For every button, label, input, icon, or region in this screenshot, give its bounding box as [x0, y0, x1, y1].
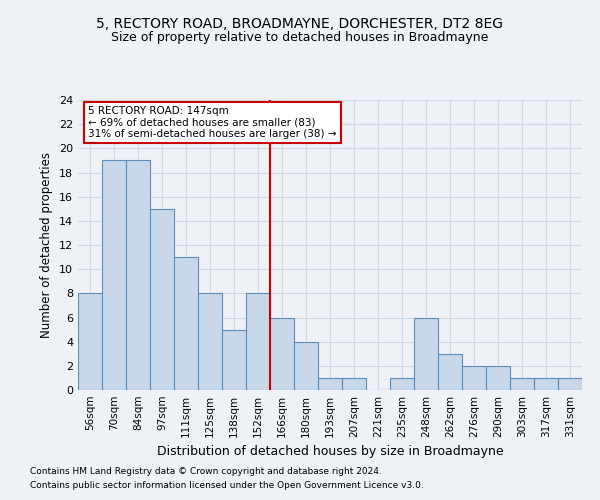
Bar [318, 378, 342, 390]
Text: 5, RECTORY ROAD, BROADMAYNE, DORCHESTER, DT2 8EG: 5, RECTORY ROAD, BROADMAYNE, DORCHESTER,… [97, 18, 503, 32]
X-axis label: Distribution of detached houses by size in Broadmayne: Distribution of detached houses by size … [157, 446, 503, 458]
Bar [534, 378, 558, 390]
Text: Size of property relative to detached houses in Broadmayne: Size of property relative to detached ho… [112, 31, 488, 44]
Bar [342, 378, 366, 390]
Bar [174, 257, 198, 390]
Bar [486, 366, 510, 390]
Text: 5 RECTORY ROAD: 147sqm
← 69% of detached houses are smaller (83)
31% of semi-det: 5 RECTORY ROAD: 147sqm ← 69% of detached… [88, 106, 337, 139]
Bar [198, 294, 222, 390]
Bar [150, 209, 174, 390]
Bar [222, 330, 246, 390]
Bar [390, 378, 414, 390]
Bar [510, 378, 534, 390]
Bar [102, 160, 126, 390]
Bar [294, 342, 318, 390]
Bar [270, 318, 294, 390]
Text: Contains HM Land Registry data © Crown copyright and database right 2024.: Contains HM Land Registry data © Crown c… [30, 467, 382, 476]
Bar [246, 294, 270, 390]
Y-axis label: Number of detached properties: Number of detached properties [40, 152, 53, 338]
Bar [462, 366, 486, 390]
Bar [438, 354, 462, 390]
Text: Contains public sector information licensed under the Open Government Licence v3: Contains public sector information licen… [30, 481, 424, 490]
Bar [558, 378, 582, 390]
Bar [414, 318, 438, 390]
Bar [78, 294, 102, 390]
Bar [126, 160, 150, 390]
